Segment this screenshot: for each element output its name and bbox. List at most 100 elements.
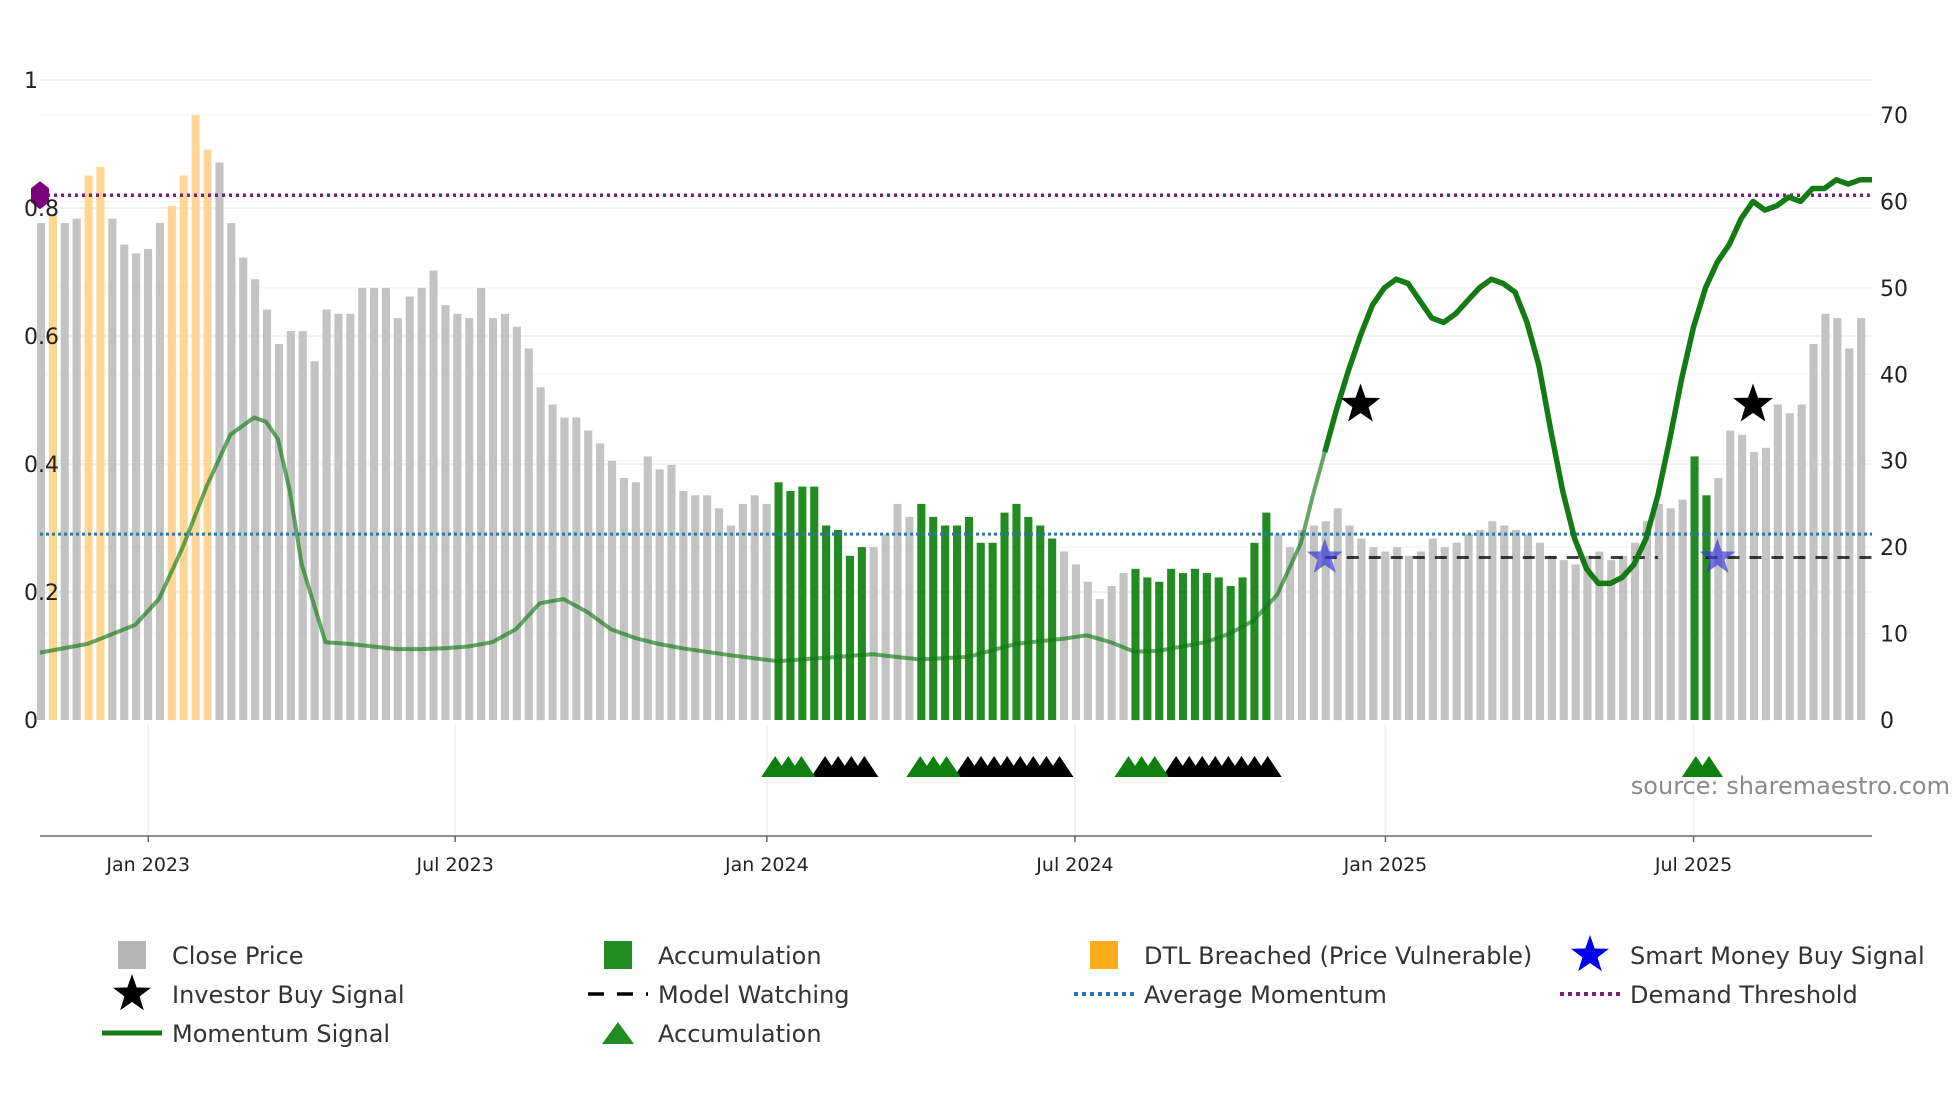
close-price-bar [1524, 534, 1533, 720]
close-price-bar [1428, 538, 1437, 720]
close-price-bar [132, 253, 141, 721]
legend-accumulation-label: Accumulation [658, 1020, 822, 1048]
close-price-bar [465, 318, 474, 720]
close-price-bar [274, 344, 283, 720]
close-price-bar [500, 313, 509, 720]
dtl-breached-bar [203, 149, 212, 721]
accumulation-bar [857, 547, 866, 720]
close-price-bar [381, 287, 390, 720]
legend-demand-threshold-label: Demand Threshold [1630, 981, 1858, 1009]
dtl-breached-bar [96, 166, 105, 720]
left-axis-tick: 0.4 [24, 453, 59, 478]
close-price-bar [1619, 555, 1628, 720]
close-price-bar [263, 309, 272, 720]
close-price-bar [1464, 534, 1473, 720]
accumulation-bar [929, 516, 938, 720]
close-price-bar [1559, 560, 1568, 720]
close-price-bar [1595, 551, 1604, 720]
left-axis-tick: 0.8 [24, 197, 59, 222]
close-price-bar [37, 223, 46, 720]
accumulation-bar [1131, 568, 1140, 721]
accumulation-bar [964, 516, 973, 720]
dtl-breached-bar [167, 205, 176, 721]
close-price-bar [1476, 529, 1485, 720]
close-price-bar [1535, 542, 1544, 720]
left-axis-tick: 1 [24, 69, 38, 94]
close-price-bar [1857, 318, 1866, 720]
legend-demand-threshold-item: Demand Threshold [1560, 981, 1858, 1009]
close-price-bar [1845, 348, 1854, 720]
close-price-bar [1833, 318, 1842, 720]
close-price-bar [631, 482, 640, 720]
momentum-signal-line-history [39, 415, 1327, 664]
close-price-bar [215, 162, 224, 720]
close-price-bar [1357, 538, 1366, 720]
close-price-bar [1583, 555, 1592, 720]
legend-model-watching-label: Model Watching [658, 981, 850, 1009]
legend-average-momentum-label: Average Momentum [1144, 981, 1387, 1009]
left-axis-tick: 0.6 [24, 325, 59, 350]
close-price-bar [370, 287, 379, 720]
close-price-bar [1333, 508, 1342, 721]
accumulation-bar [1036, 525, 1045, 720]
right-axis-tick: 50 [1880, 277, 1908, 302]
close-price-bar [1297, 529, 1306, 720]
accumulation-triangle-green [932, 756, 961, 777]
close-price-bar [1571, 564, 1580, 720]
close-price-bar [417, 287, 426, 720]
legend-accumulation-label: Accumulation [658, 942, 822, 970]
accumulation-bar [1250, 542, 1259, 720]
accumulation-bar [810, 486, 819, 720]
legend-average-momentum-item: Average Momentum [1074, 981, 1387, 1009]
close-price-bar [881, 534, 890, 720]
close-price-bar [1666, 508, 1675, 721]
close-price-bar [1321, 521, 1330, 720]
close-price-bar [1714, 478, 1723, 720]
right-axis-tick: 0 [1880, 709, 1894, 734]
close-price-bar [679, 491, 688, 720]
legend-accumulation-item: Accumulation [602, 1020, 822, 1048]
accumulation-bar [1012, 503, 1021, 720]
close-price-bar [703, 495, 712, 720]
close-price-bar [1821, 313, 1830, 720]
close-price-bar [1761, 447, 1770, 721]
close-price-bar [1631, 542, 1640, 720]
accumulation-triangle-black [850, 756, 879, 777]
close-price-bar [1274, 534, 1283, 720]
legend-dtl-breached-price-vulnerable-swatch [1090, 941, 1118, 969]
close-price-bar [750, 495, 759, 720]
close-price-bar [429, 270, 438, 720]
close-price-bar [239, 257, 248, 720]
close-price-bar [1381, 551, 1390, 720]
accumulation-bar [774, 482, 783, 720]
accumulation-bar [1226, 586, 1235, 720]
close-price-bar [227, 223, 236, 720]
close-price-bar [108, 218, 117, 720]
legend-dtl-breached-price-vulnerable-item: DTL Breached (Price Vulnerable) [1090, 941, 1532, 970]
close-price-bar [120, 244, 129, 720]
legend-investor-buy-signal-label: Investor Buy Signal [172, 981, 405, 1009]
accumulation-bar [1238, 577, 1247, 720]
accumulation-bar [1000, 512, 1009, 720]
legend-momentum-signal-item: Momentum Signal [102, 1020, 390, 1048]
accumulation-bar [1048, 538, 1057, 720]
legend-investor-buy-signal-item: Investor Buy Signal [113, 974, 405, 1011]
close-price-bar [560, 417, 569, 720]
close-price-bar [608, 460, 617, 720]
right-axis-tick: 70 [1880, 104, 1908, 129]
axes: source: sharemaestro.com 00.20.40.60.810… [24, 69, 1950, 876]
close-price-bar [1512, 529, 1521, 720]
accumulation-bar [798, 486, 807, 720]
close-price-bar [1607, 560, 1616, 720]
close-price-bar [1726, 430, 1735, 720]
x-axis-date-label: Jan 2025 [1343, 854, 1428, 876]
accumulation-triangle-green [1140, 756, 1169, 777]
legend-investor-buy-signal-swatch [113, 974, 151, 1011]
right-axis-tick: 60 [1880, 190, 1908, 215]
accumulation-bar [1143, 577, 1152, 720]
grid-lines [40, 79, 1872, 836]
right-axis-tick: 20 [1880, 536, 1908, 561]
accumulation-triangle-black [1253, 756, 1282, 777]
close-price-bar [1393, 547, 1402, 720]
close-price-bar [643, 456, 652, 720]
